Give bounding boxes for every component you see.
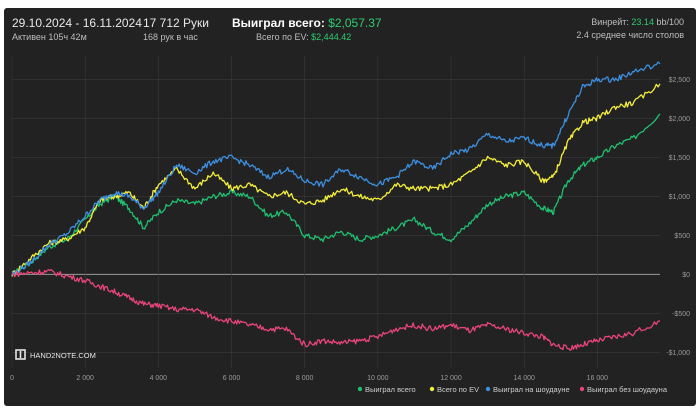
logo-mark (15, 349, 26, 360)
winrate: Винрейт: 23.14 bb/100 (591, 17, 684, 27)
y-tick-label: $2,000 (669, 116, 691, 123)
active-time: Активен 105ч 42м (12, 32, 87, 42)
x-tick-label: 0 (10, 375, 14, 382)
hands-count: 17 712 Руки (143, 16, 209, 30)
x-tick-label: 16 000 (587, 375, 609, 382)
won-total: Выиграл всего: $2,057.37 (232, 16, 382, 30)
logo-text: HAND2NOTE.COM (30, 351, 96, 360)
series-layer (11, 61, 661, 351)
winrate-value: 23.14 (631, 17, 654, 27)
y-tick-label: $1,000 (669, 194, 691, 201)
series-line-0 (11, 113, 661, 276)
x-tick-label: 14 000 (513, 375, 535, 382)
x-tick-label: 12 000 (440, 375, 462, 382)
grid-layer (11, 56, 660, 368)
legend-marker (357, 386, 363, 392)
y-tick-label: -$1,000 (666, 350, 690, 357)
date-range: 29.10.2024 - 16.11.2024 (12, 16, 142, 30)
hands-per-hour: 168 рук в час (143, 32, 198, 42)
x-tick-label: 6 000 (223, 375, 241, 382)
y-tick-label: $0 (682, 272, 690, 279)
profit-chart: $2,500 $2,000 $1,500 $1,000 $500 $0 -$500 -$1,0… (10, 56, 690, 394)
legend-marker (429, 386, 435, 392)
legend-marker (485, 386, 491, 392)
x-tick-label: 10 000 (367, 375, 389, 382)
legend: Выиграл всего Всего по EV Выиграл на шоуда… (357, 385, 668, 394)
ev-total-label: Всего по EV: (256, 32, 309, 42)
y-tick-label: -$500 (672, 311, 690, 318)
legend-marker (579, 386, 585, 392)
y-tick-label: $1,500 (669, 155, 691, 162)
ev-total: Всего по EV: $2,444.42 (256, 32, 351, 42)
won-total-label: Выиграл всего: (232, 16, 325, 30)
series-line-1 (11, 83, 661, 277)
y-tick-label: $500 (674, 233, 690, 240)
y-axis-ticks: $2,500 $2,000 $1,500 $1,000 $500 $0 -$500 -$1,0… (666, 77, 690, 357)
series-line-3 (11, 268, 661, 351)
winrate-suffix: bb/100 (656, 17, 684, 27)
x-tick-label: 2 000 (76, 375, 94, 382)
legend-label: Выиграл всего (365, 385, 416, 394)
won-total-value: $2,057.37 (328, 16, 382, 30)
hand2note-logo: HAND2NOTE.COM (15, 349, 96, 360)
avg-tables: 2.4 среднее число столов (576, 30, 684, 40)
series-line-2 (11, 61, 661, 276)
y-tick-label: $2,500 (669, 77, 691, 84)
legend-label: Выиграл на шоудауне (493, 385, 570, 394)
legend-label: Всего по EV (437, 385, 479, 394)
winrate-label: Винрейт: (591, 17, 629, 27)
x-tick-label: 4 000 (150, 375, 168, 382)
graph-panel: 29.10.2024 - 16.11.2024 Активен 105ч 42м… (4, 8, 696, 406)
legend-label: Выиграл без шоудауна (587, 385, 668, 394)
ev-total-value: $2,444.42 (311, 32, 352, 42)
x-tick-label: 8 000 (296, 375, 314, 382)
x-axis-ticks: 0 2 000 4 000 6 000 8 000 10 000 12 000 14 000 1… (10, 375, 608, 382)
